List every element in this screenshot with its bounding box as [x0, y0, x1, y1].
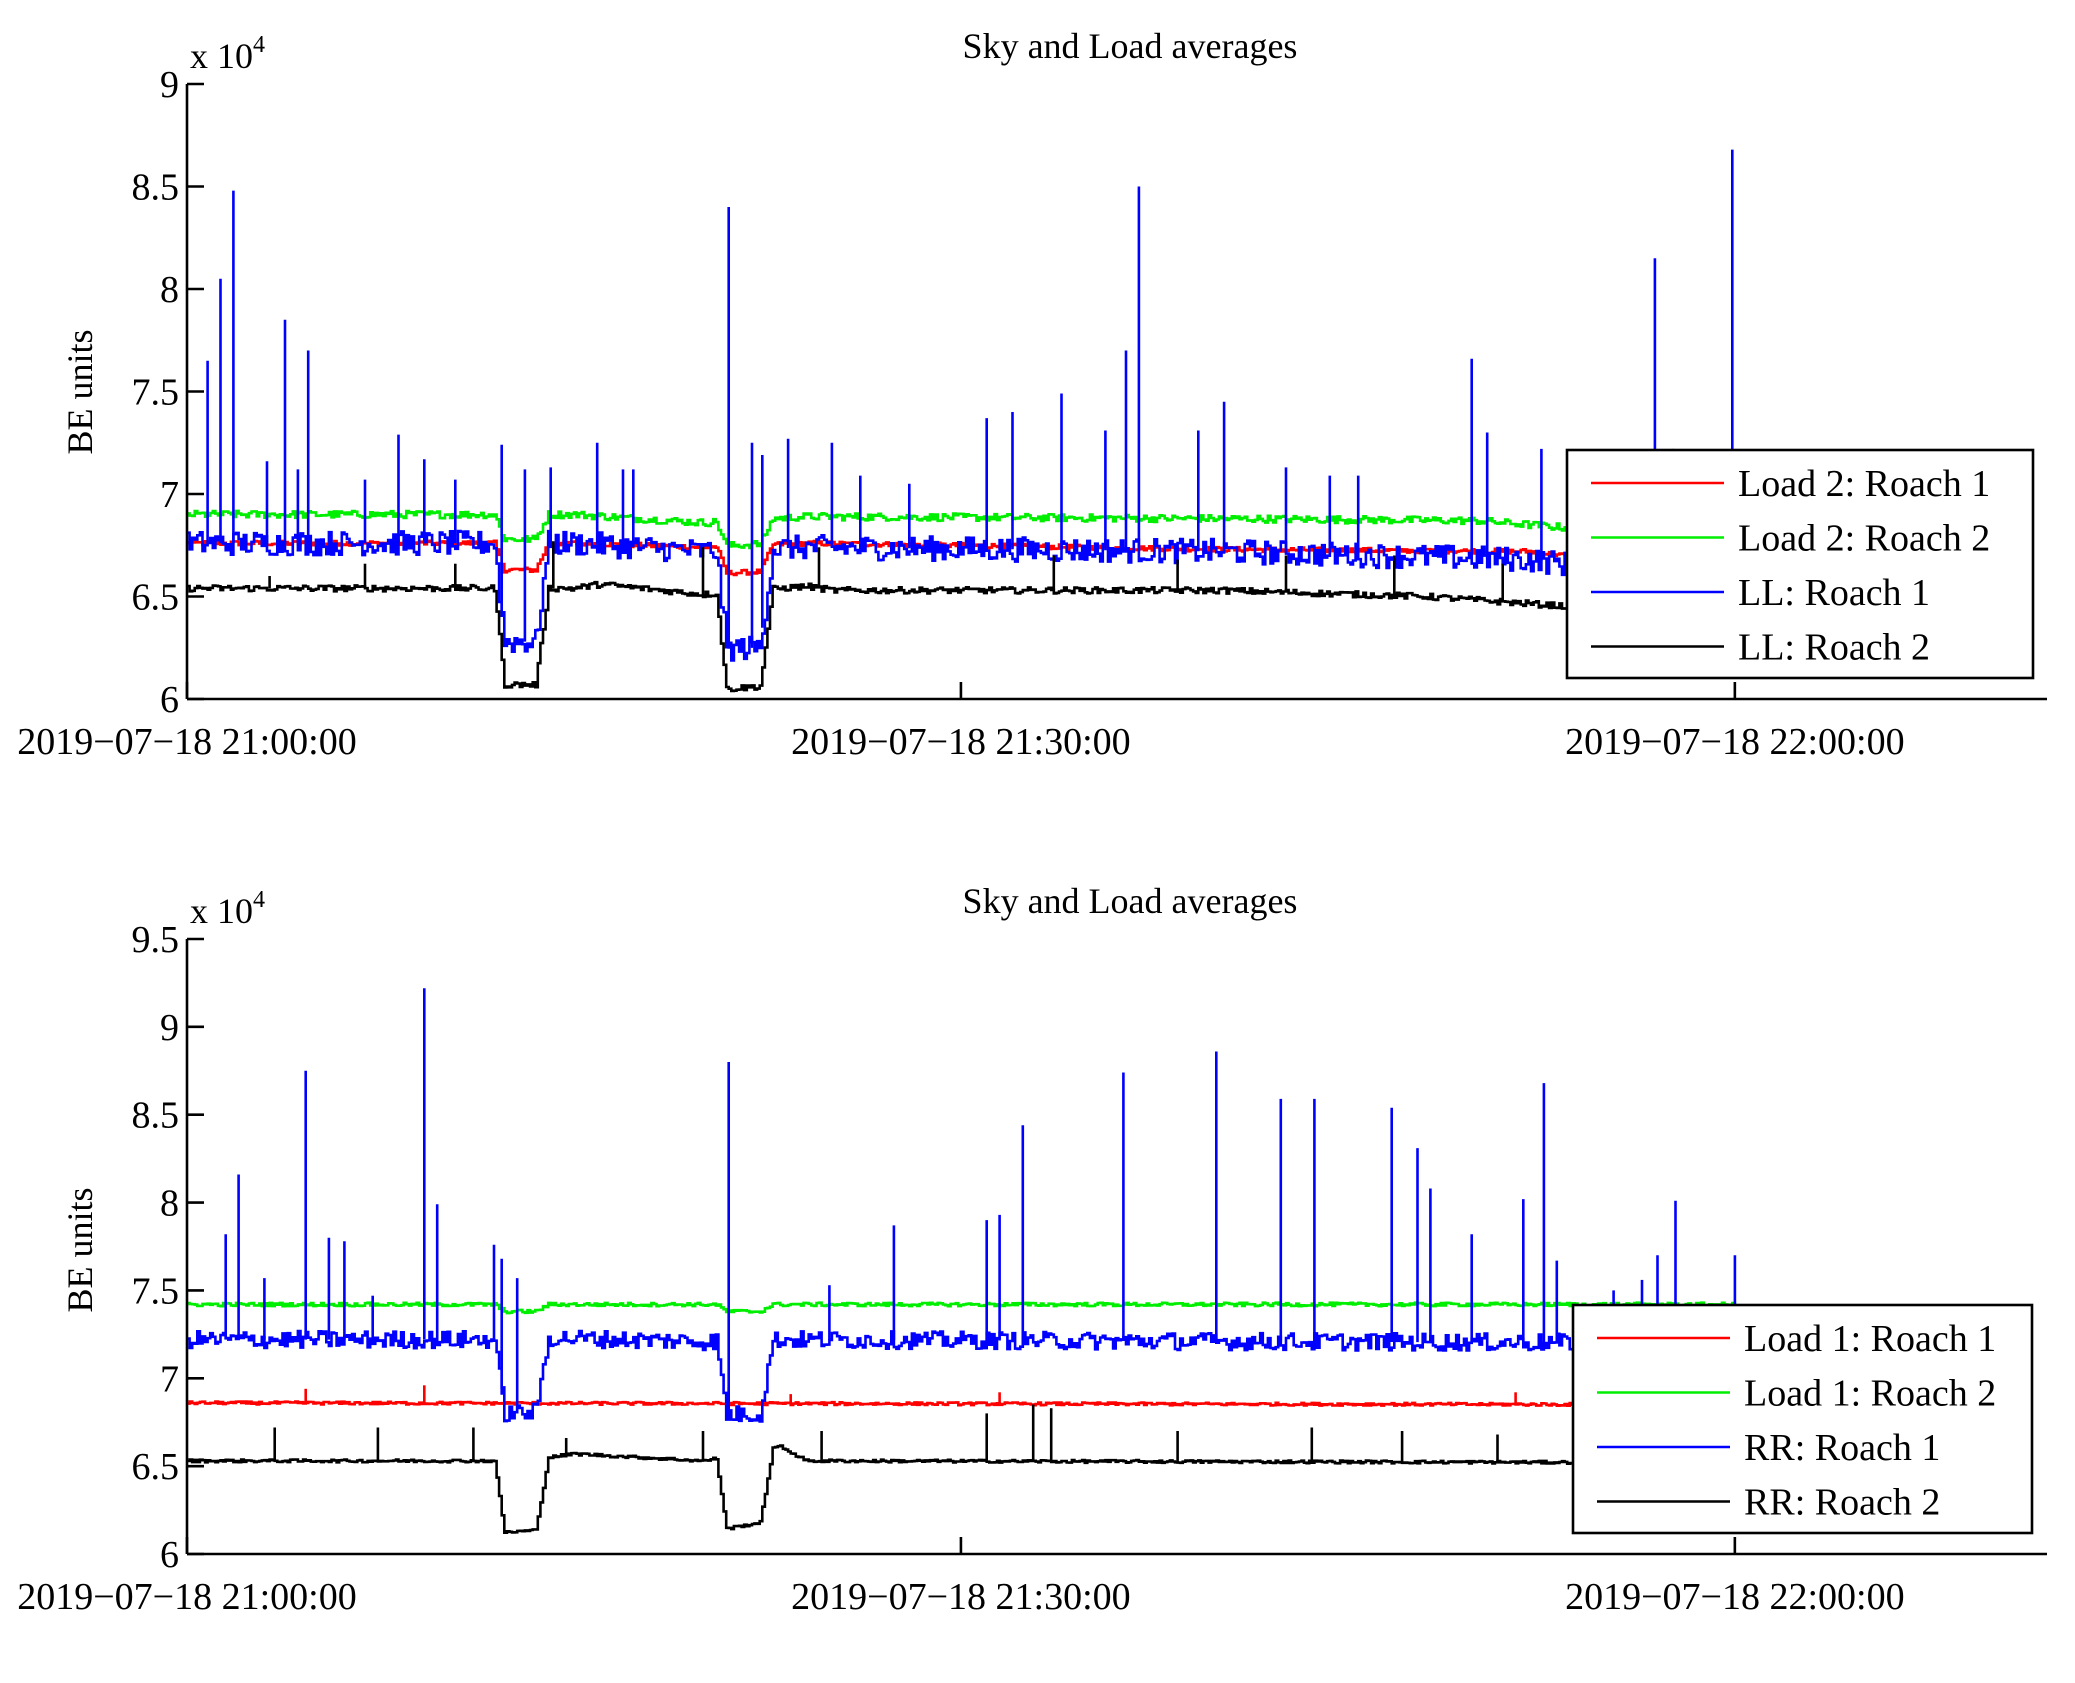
y-tick-label: 9 — [160, 64, 179, 106]
series-line — [187, 509, 1737, 550]
y-tick-label: 9 — [160, 1007, 179, 1049]
series-ll-roach-1 — [187, 149, 1737, 662]
legend-label: LL: Roach 2 — [1738, 627, 1930, 669]
x-tick-label: 2019−07−18 22:00:00 — [1565, 721, 1904, 763]
y-tick-label: 7 — [160, 474, 179, 516]
y-tick-label: 8 — [160, 1183, 179, 1225]
legend-box — [1571, 1303, 2034, 1535]
x-tick-label: 2019−07−18 21:00:00 — [17, 1576, 356, 1618]
top-panel: Sky and Load averages x 104 BE units 6 6.… — [17, 26, 2047, 763]
series-line — [187, 1301, 1737, 1315]
series-line — [187, 1400, 1737, 1408]
y-tick-label: 6.5 — [132, 1446, 180, 1488]
x-tick-label: 2019−07−18 22:00:00 — [1565, 1576, 1904, 1618]
legend-label: Load 2: Roach 2 — [1738, 518, 1990, 560]
x-tick-label: 2019−07−18 21:30:00 — [791, 1576, 1130, 1618]
series-line — [187, 529, 1737, 662]
legend-item: Load 2: Roach 2 — [1591, 518, 1990, 560]
x-tick-label: 2019−07−18 21:30:00 — [791, 721, 1130, 763]
bottom-panel: Sky and Load averages x 104 BE units 6 6.… — [17, 881, 2047, 1618]
legend-item: Load 2: Roach 1 — [1591, 463, 1990, 505]
legend-label: Load 2: Roach 1 — [1738, 463, 1990, 505]
y-multiplier: x 104 — [190, 32, 265, 76]
series-rr-roach-1 — [187, 988, 1737, 1423]
series-line — [187, 1444, 1737, 1534]
series-line — [187, 1329, 1737, 1423]
y-tick-label: 8.5 — [132, 167, 180, 209]
legend-item: LL: Roach 2 — [1591, 627, 1930, 669]
legend-box — [1565, 448, 2035, 680]
y-tick-label: 7.5 — [132, 372, 180, 414]
x-tick-label: 2019−07−18 21:00:00 — [17, 721, 356, 763]
legend: Load 2: Roach 1 Load 2: Roach 2 LL: Roach … — [1565, 448, 2035, 680]
legend-label: RR: Roach 1 — [1744, 1427, 1940, 1469]
y-tick-label: 9.5 — [132, 919, 180, 961]
series-load-1-roach-1 — [187, 1385, 1737, 1408]
series-rr-roach-2 — [187, 1404, 1737, 1534]
series-layer — [187, 149, 1737, 693]
legend-label: Load 1: Roach 1 — [1744, 1318, 1996, 1360]
y-axis-label: BE units — [60, 1187, 100, 1312]
legend-label: LL: Roach 1 — [1738, 572, 1930, 614]
y-axis-label: BE units — [60, 329, 100, 454]
y-tick-label: 6 — [160, 1534, 179, 1576]
legend-item: RR: Roach 2 — [1597, 1482, 1940, 1524]
chart-title: Sky and Load averages — [963, 881, 1298, 921]
y-tick-label: 6 — [160, 679, 179, 721]
axes: 6 6.5 7 7.5 8 8.5 9 9.5 2019−07−18 21:00:00 2019−… — [17, 919, 2047, 1618]
y-tick-label: 7 — [160, 1358, 179, 1400]
y-multiplier: x 104 — [190, 887, 265, 931]
series-load-1-roach-2 — [187, 1301, 1737, 1315]
legend-label: Load 1: Roach 2 — [1744, 1373, 1996, 1415]
chart-title: Sky and Load averages — [963, 26, 1298, 66]
legend-label: RR: Roach 2 — [1744, 1482, 1940, 1524]
axes: 6 6.5 7 7.5 8 8.5 9 2019−07−18 21:00:00 2019−07−… — [17, 64, 2047, 763]
legend-item: Load 1: Roach 2 — [1597, 1373, 1996, 1415]
legend-item: RR: Roach 1 — [1597, 1427, 1940, 1469]
series-layer — [187, 988, 1737, 1534]
legend-item: Load 1: Roach 1 — [1597, 1318, 1996, 1360]
y-tick-label: 8.5 — [132, 1095, 180, 1137]
series-line — [187, 580, 1737, 693]
y-tick-label: 8 — [160, 269, 179, 311]
series-load-2-roach-2 — [187, 509, 1737, 550]
legend: Load 1: Roach 1 Load 1: Roach 2 RR: Roach … — [1571, 1303, 2034, 1535]
y-tick-label: 7.5 — [132, 1270, 180, 1312]
legend-item: LL: Roach 1 — [1591, 572, 1930, 614]
y-tick-label: 6.5 — [132, 577, 180, 619]
